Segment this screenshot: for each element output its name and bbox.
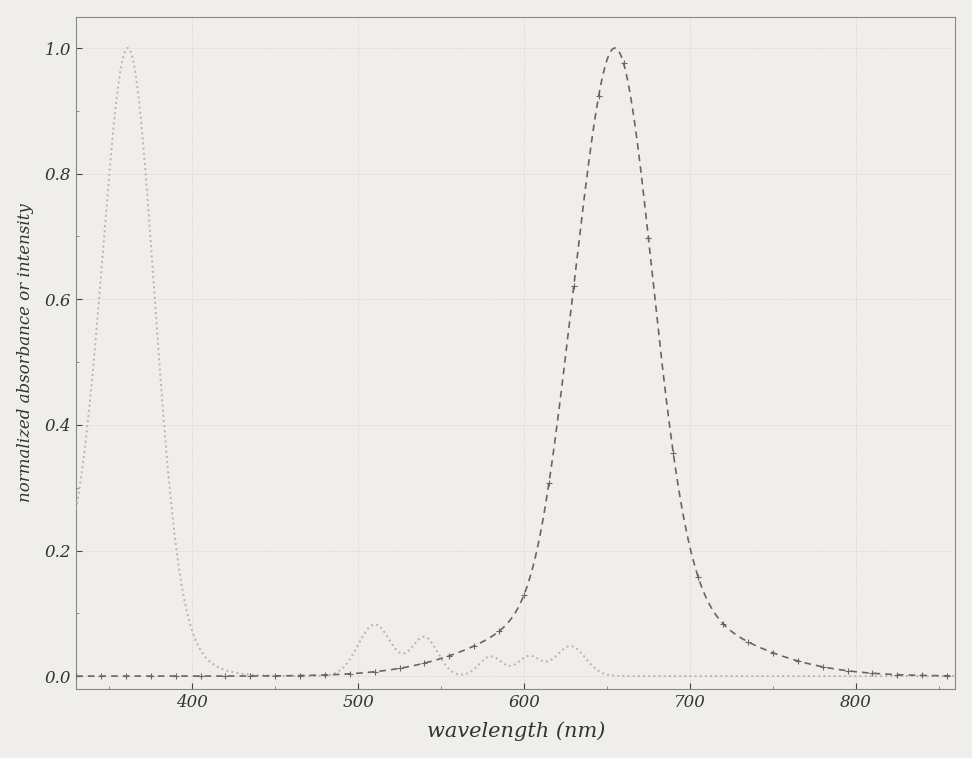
X-axis label: wavelength (nm): wavelength (nm) — [427, 722, 605, 741]
Y-axis label: normalized absorbance or intensity: normalized absorbance or intensity — [17, 203, 34, 502]
